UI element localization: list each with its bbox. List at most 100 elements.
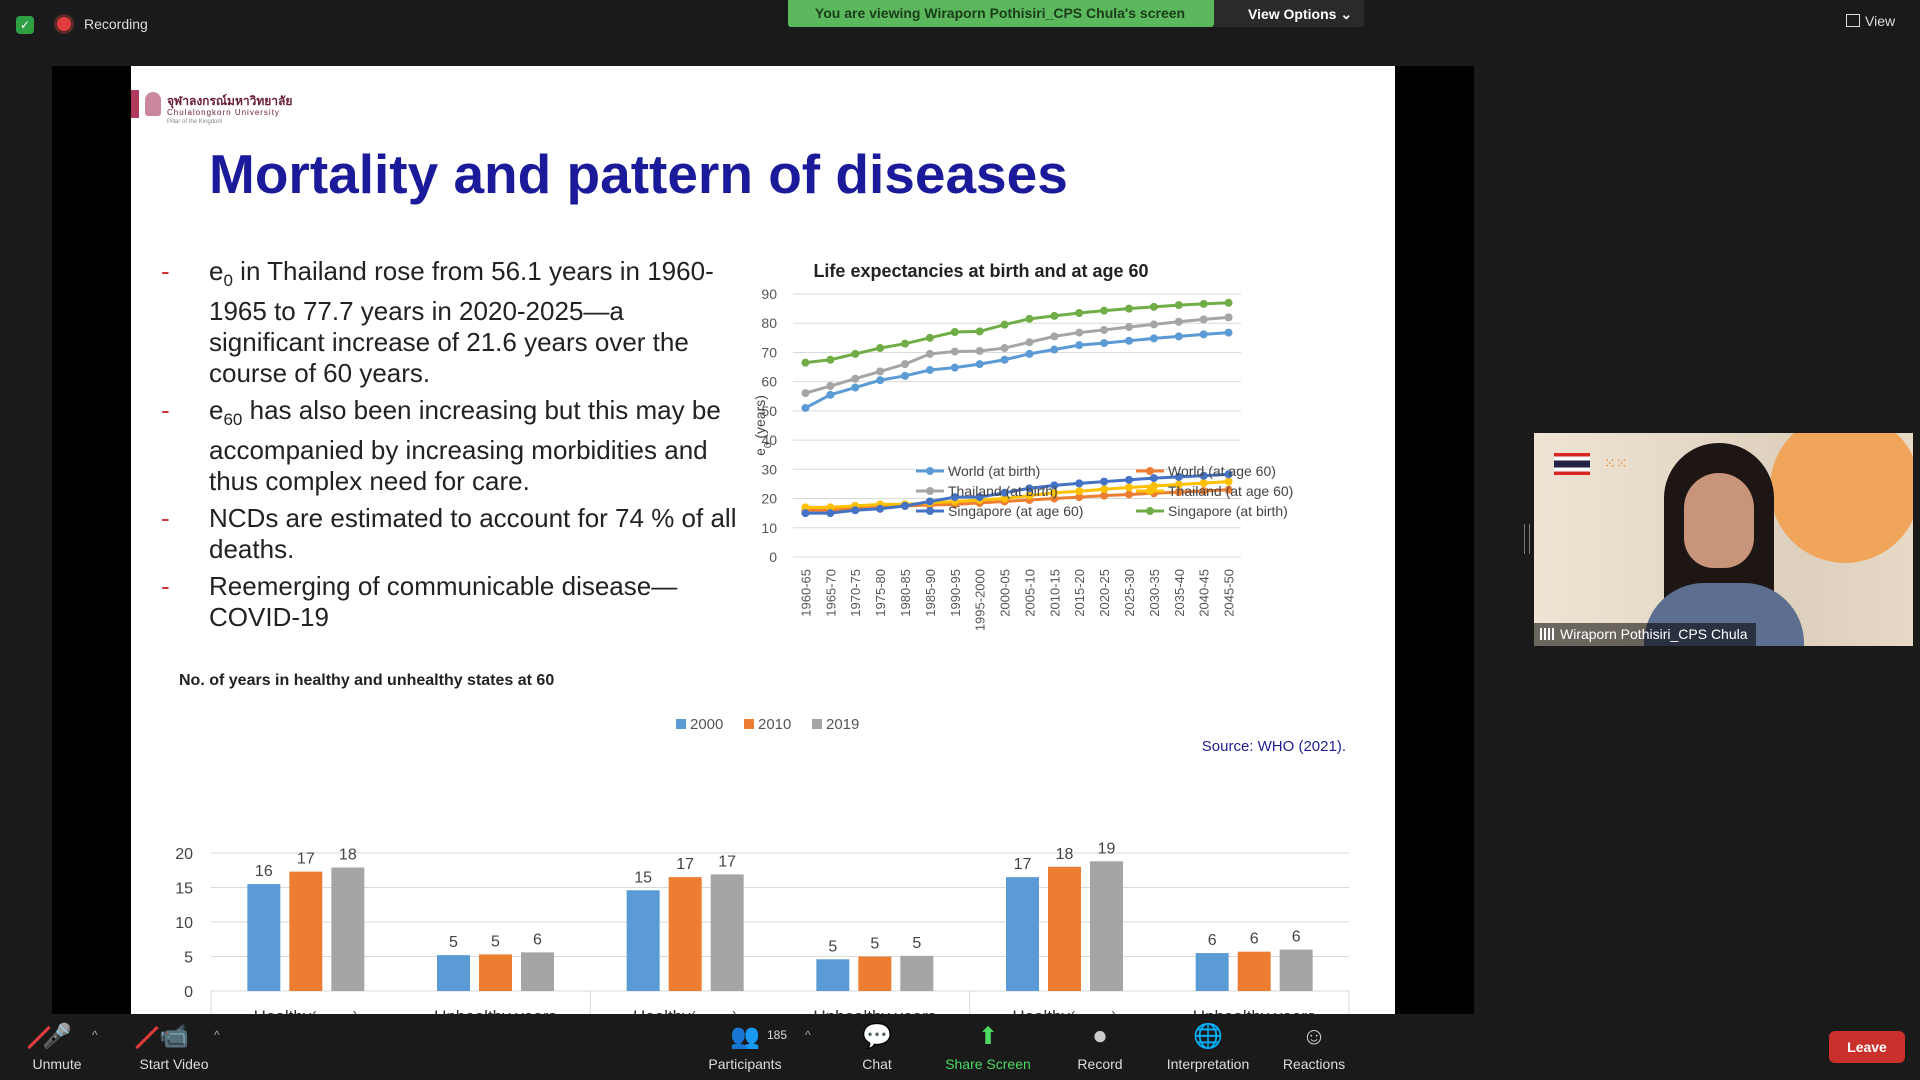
- y-tick-label: 80: [761, 315, 777, 331]
- x-tick-label: 2025-30: [1122, 569, 1137, 617]
- y-tick-label: 90: [761, 286, 777, 302]
- data-point: [1075, 328, 1084, 337]
- data-point: [1025, 491, 1034, 500]
- reactions-button[interactable]: ☺ Reactions: [1276, 1014, 1352, 1080]
- data-point: [1000, 320, 1009, 329]
- bar: [1048, 866, 1081, 991]
- start-video-button[interactable]: 📹 Start Video: [128, 1014, 220, 1080]
- x-category-label-main: Unhealthy years: [434, 1007, 557, 1014]
- legend-swatch: [812, 719, 822, 729]
- life-expectancy-line-chart: Life expectancies at birth and at age 60…: [752, 261, 1293, 631]
- data-label: 17: [718, 853, 736, 870]
- view-options-button[interactable]: View Options ⌄: [1214, 0, 1364, 27]
- bar: [1237, 951, 1271, 991]
- view-button[interactable]: View: [1846, 13, 1895, 29]
- audio-options-chevron-icon[interactable]: ^: [92, 1028, 98, 1042]
- y-axis-label-unit: (years): [752, 395, 768, 442]
- data-point: [1174, 317, 1183, 326]
- legend-label: 2010: [758, 716, 791, 733]
- data-point: [1000, 344, 1009, 353]
- chat-label: Chat: [862, 1056, 892, 1072]
- legend-label: Singapore (at birth): [1168, 503, 1288, 519]
- bullet-symbol: e: [209, 256, 224, 286]
- data-point: [1224, 298, 1233, 307]
- data-point: [1075, 341, 1084, 350]
- data-point: [1199, 471, 1208, 480]
- data-point: [1050, 488, 1059, 497]
- data-point: [1100, 306, 1109, 315]
- participants-options-chevron-icon[interactable]: ^: [805, 1028, 811, 1042]
- bullet-subscript: 0: [223, 271, 233, 291]
- participants-label: Participants: [708, 1056, 782, 1072]
- bullet-text: in Thailand rose from 56.1 years in 1960…: [209, 256, 714, 389]
- participant-video-tile[interactable]: ⁙⁙ Wiraporn Pothisiri_CPS Chula: [1534, 433, 1913, 646]
- security-shield-icon[interactable]: ✓: [16, 16, 34, 34]
- participants-button[interactable]: 👥 Participants: [700, 1014, 790, 1080]
- chart-source: Source: WHO (2021).: [1202, 738, 1346, 755]
- data-label: 16: [255, 863, 273, 880]
- x-tick-label: 2000-05: [998, 569, 1013, 617]
- data-point: [1100, 485, 1109, 494]
- x-tick-label: 1975-80: [873, 569, 888, 617]
- y-tick-label: 40: [761, 432, 777, 448]
- x-tick-label: 1990-95: [948, 569, 963, 617]
- record-button[interactable]: ⏺ Record: [1070, 1014, 1130, 1080]
- y-tick-label: 10: [761, 520, 777, 536]
- video-options-chevron-icon[interactable]: ^: [214, 1028, 220, 1042]
- data-point: [975, 346, 984, 355]
- x-category-label-main: Unhealthy years: [813, 1007, 936, 1014]
- data-point: [826, 509, 835, 518]
- data-point: [1050, 311, 1059, 320]
- data-point: [1000, 494, 1009, 503]
- legend-marker: [926, 507, 934, 515]
- share-screen-label: Share Screen: [945, 1056, 1031, 1072]
- y-tick-label: 10: [175, 915, 193, 932]
- legend-swatch: [744, 719, 754, 729]
- chart-title: No. of years in healthy and unhealthy st…: [179, 672, 554, 689]
- legend-label: 2019: [826, 716, 859, 733]
- data-point: [826, 503, 835, 512]
- slide-title: Mortality and pattern of diseases: [209, 143, 1068, 205]
- unmute-button[interactable]: 🎤 Unmute: [20, 1014, 94, 1080]
- interpretation-button[interactable]: 🌐 Interpretation: [1156, 1014, 1260, 1080]
- data-point: [1075, 479, 1084, 488]
- bar: [1195, 953, 1229, 991]
- university-name-thai: จุฬาลงกรณ์มหาวิทยาลัย: [167, 94, 293, 108]
- share-screen-button[interactable]: ⬆ Share Screen: [938, 1014, 1038, 1080]
- data-point: [925, 365, 934, 374]
- y-tick-label: 0: [184, 984, 193, 1001]
- data-point: [1149, 320, 1158, 329]
- legend-marker: [926, 467, 934, 475]
- leave-button[interactable]: Leave: [1829, 1031, 1905, 1063]
- chat-icon: 💬: [862, 1023, 892, 1050]
- data-point: [851, 383, 860, 392]
- recording-icon: [57, 17, 71, 31]
- data-point: [876, 367, 885, 376]
- data-point: [1224, 477, 1233, 486]
- university-name-english: Chulalongkorn University: [167, 108, 280, 117]
- chat-button[interactable]: 💬 Chat: [850, 1014, 904, 1080]
- microphone-muted-icon: 🎤: [20, 1022, 94, 1052]
- data-point: [950, 327, 959, 336]
- data-point: [801, 403, 810, 412]
- data-point: [1174, 472, 1183, 481]
- globe-icon: 🌐: [1193, 1023, 1223, 1050]
- panel-resize-handle[interactable]: [1524, 524, 1530, 554]
- y-tick-label: 60: [761, 374, 777, 390]
- participant-name: Wiraporn Pothisiri_CPS Chula: [1560, 626, 1748, 642]
- data-point: [851, 349, 860, 358]
- x-tick-label: 1980-85: [898, 569, 913, 617]
- data-point: [1000, 488, 1009, 497]
- data-point: [1199, 315, 1208, 324]
- data-point: [975, 360, 984, 369]
- data-point: [1050, 332, 1059, 341]
- legend-marker: [1146, 467, 1154, 475]
- university-seal-icon: [145, 92, 161, 116]
- x-category-label-suffix: (years): [311, 1009, 358, 1014]
- y-tick-label: 20: [761, 491, 777, 507]
- data-point: [1224, 470, 1233, 479]
- bullet-dash: -: [161, 395, 170, 426]
- data-point: [1100, 325, 1109, 334]
- data-point: [1149, 474, 1158, 483]
- data-point: [1100, 477, 1109, 486]
